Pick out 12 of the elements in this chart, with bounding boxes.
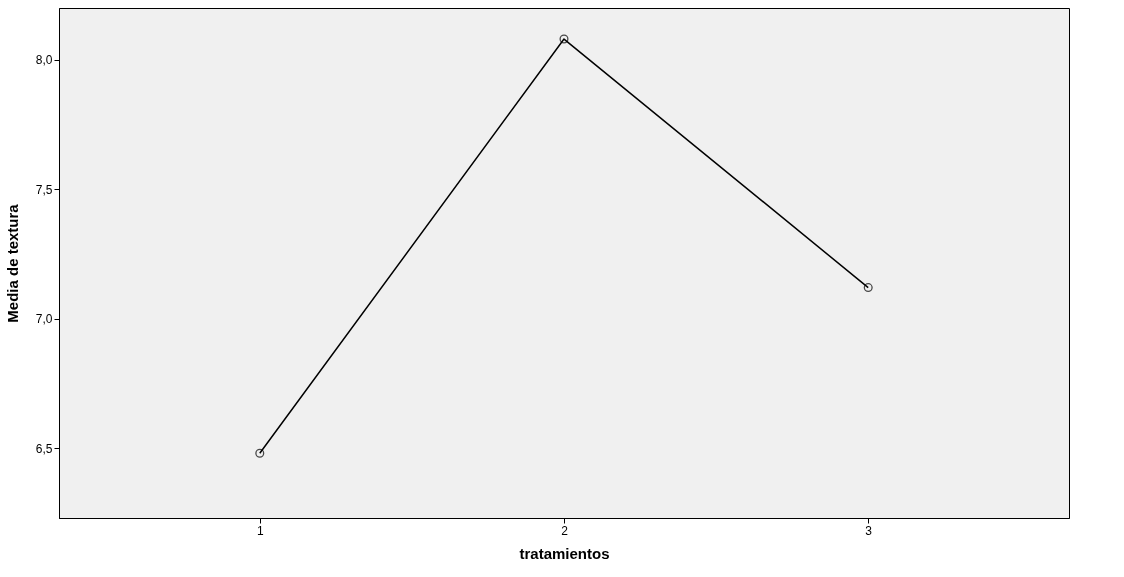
x-tick-label: 3	[865, 523, 873, 538]
y-tick-label: 8,0	[35, 53, 53, 68]
y-tick-label: 7,5	[35, 182, 53, 197]
y-axis-title: Media de textura	[3, 203, 21, 323]
point	[863, 283, 873, 293]
y-tick-label: 6,5	[35, 441, 53, 456]
x-tick-label: 2	[561, 523, 569, 538]
point	[255, 448, 265, 458]
y-tick-label: 7,0	[35, 312, 53, 327]
point	[559, 34, 569, 44]
x-axis-title: tratamientos	[519, 544, 610, 562]
x-tick-label: 1	[256, 523, 264, 538]
